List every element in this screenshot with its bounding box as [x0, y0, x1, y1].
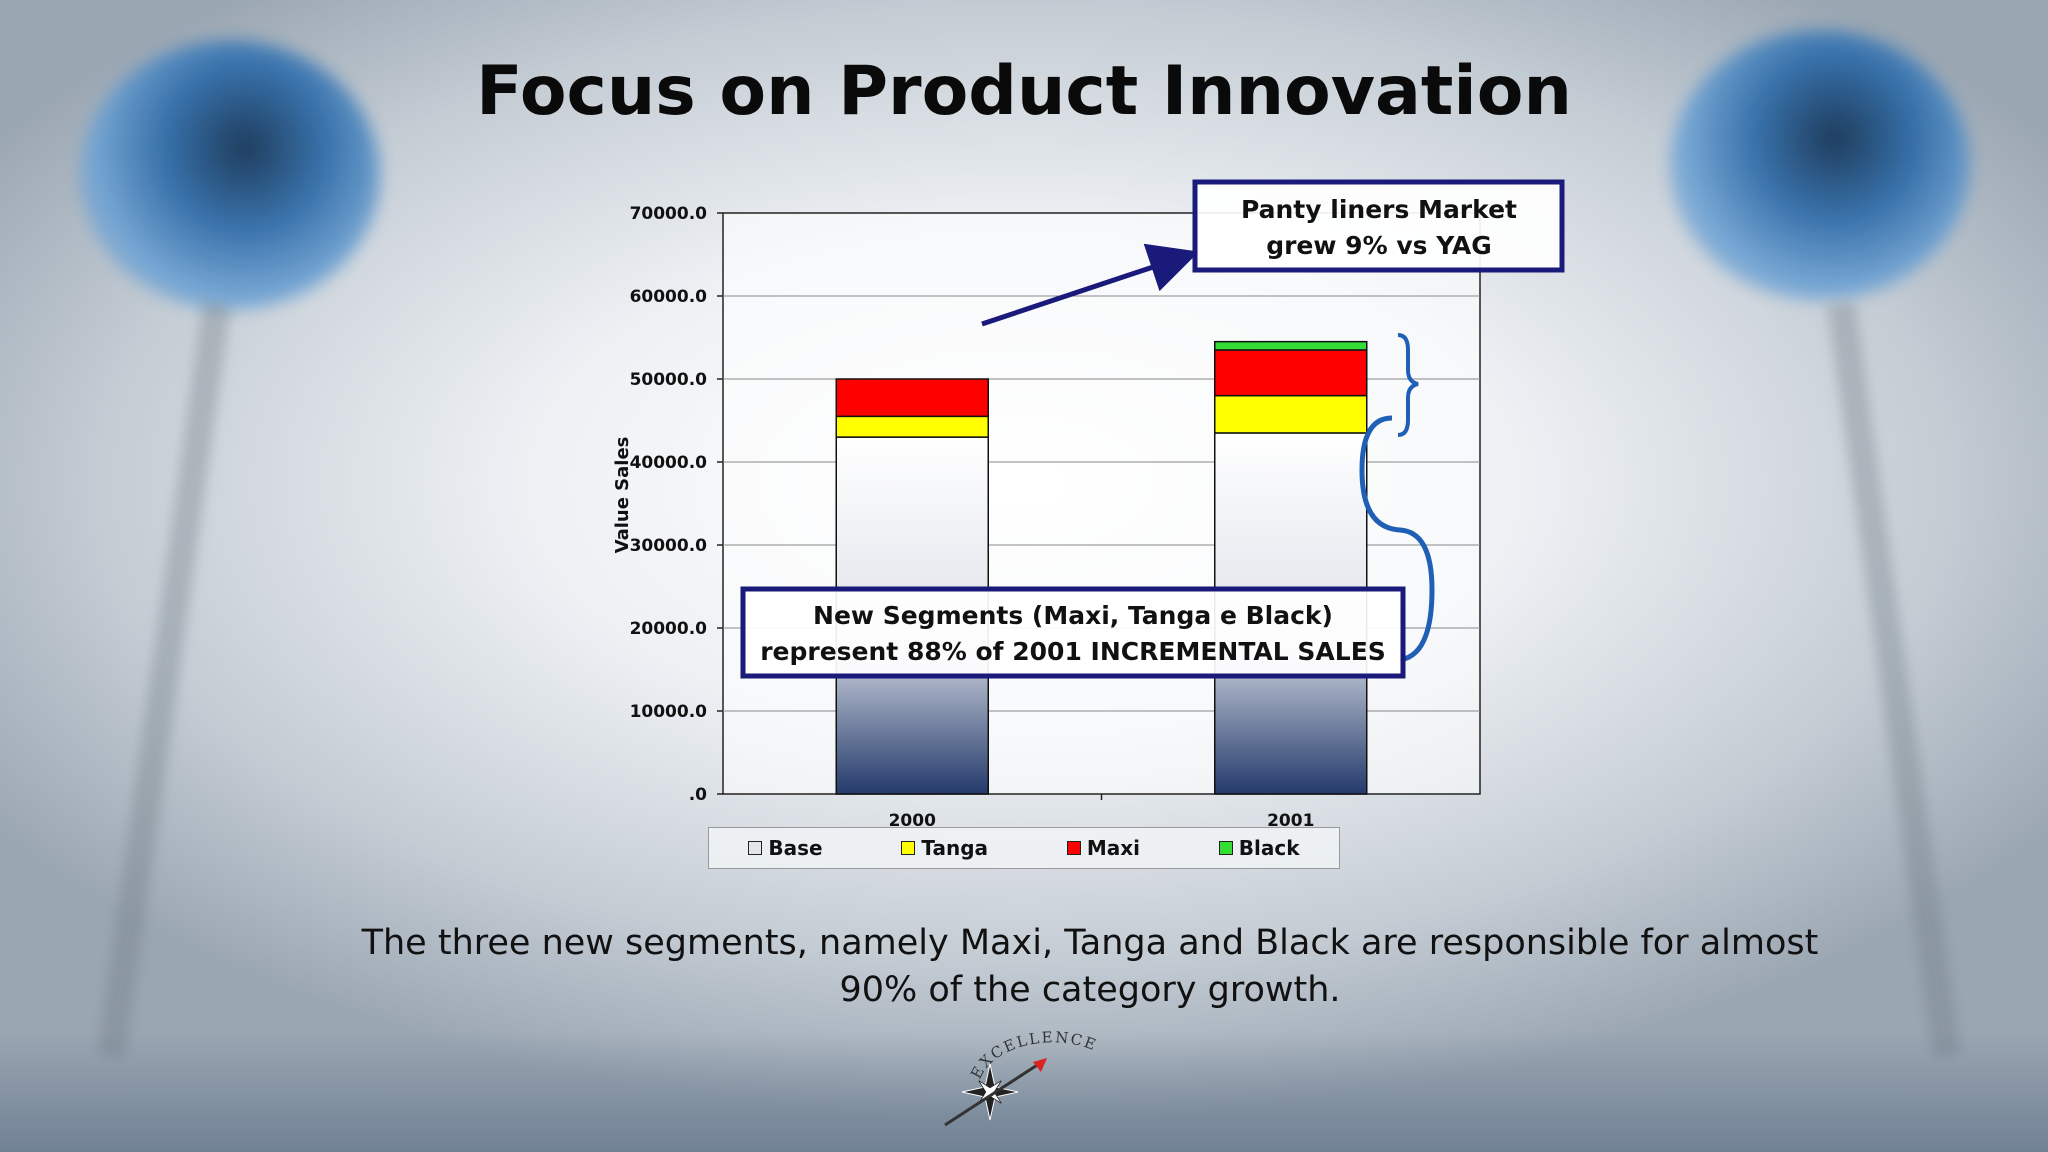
- y-tick-label: 20000.0: [630, 619, 708, 639]
- svg-text:EXCELLENCE: EXCELLENCE: [967, 1030, 1100, 1082]
- legend-swatch: [748, 841, 763, 855]
- growth-arrow: [981, 243, 1199, 327]
- legend-label: Maxi: [1086, 836, 1140, 860]
- y-tick-label: 30000.0: [630, 536, 708, 556]
- legend-swatch: [1066, 841, 1081, 855]
- x-tick-label: 2001: [1267, 811, 1314, 831]
- needle-tip: [1033, 1058, 1047, 1072]
- legend-item-base: Base: [748, 836, 823, 860]
- legend-item-tanga: Tanga: [901, 836, 988, 860]
- chart-legend: Base Tanga Maxi Black: [708, 827, 1340, 869]
- bar-segment-tanga-2000: [835, 415, 989, 438]
- small-brace: [1397, 333, 1419, 437]
- bar-segment-maxi-2001: [1214, 349, 1368, 397]
- y-tick-label: 70000.0: [630, 204, 708, 224]
- y-tick-label: 10000.0: [630, 702, 708, 722]
- legend-label: Tanga: [921, 836, 989, 860]
- y-tick-label: .0: [689, 785, 707, 805]
- annotation-line: grew 9% vs YAG: [1266, 231, 1492, 260]
- slide-title: Focus on Product Innovation: [476, 52, 1572, 131]
- floor-shade: [0, 1032, 2048, 1152]
- y-axis-label: Value Sales: [612, 437, 633, 554]
- x-tick-label: 2000: [889, 811, 936, 831]
- y-tick-label: 50000.0: [630, 370, 708, 390]
- legend-swatch: [901, 841, 916, 855]
- legend-item-black: Black: [1218, 836, 1300, 860]
- legend-swatch: [1218, 841, 1233, 855]
- studio-lamp-left: [80, 40, 380, 310]
- annotation-line: Panty liners Market: [1241, 195, 1517, 224]
- legend-label: Black: [1238, 836, 1300, 860]
- y-tick-label: 60000.0: [630, 287, 708, 307]
- annotation-line: represent 88% of 2001 INCREMENTAL SALES: [760, 637, 1386, 666]
- annotation-market-growth: Panty liners Market grew 9% vs YAG: [1192, 179, 1565, 273]
- bar-segment-tanga-2001: [1214, 394, 1368, 434]
- compass-needle: [944, 1058, 1046, 1127]
- excellence-logo: EXCELLENCE: [944, 1030, 1100, 1127]
- annotation-new-segments: New Segments (Maxi, Tanga e Black) repre…: [740, 586, 1406, 679]
- annotation-line: New Segments (Maxi, Tanga e Black): [813, 601, 1333, 630]
- studio-lamp-right: [1670, 30, 1970, 300]
- legend-label: Base: [768, 836, 823, 860]
- legend-item-maxi: Maxi: [1066, 836, 1140, 860]
- logo-text: EXCELLENCE: [967, 1030, 1098, 1082]
- bar-segment-black-2001: [1214, 340, 1368, 351]
- y-tick-label: 40000.0: [630, 453, 708, 473]
- slide-caption: The three new segments, namely Maxi, Tan…: [361, 923, 1819, 1010]
- large-brace: [1359, 415, 1435, 663]
- bar-segment-maxi-2000: [835, 378, 989, 418]
